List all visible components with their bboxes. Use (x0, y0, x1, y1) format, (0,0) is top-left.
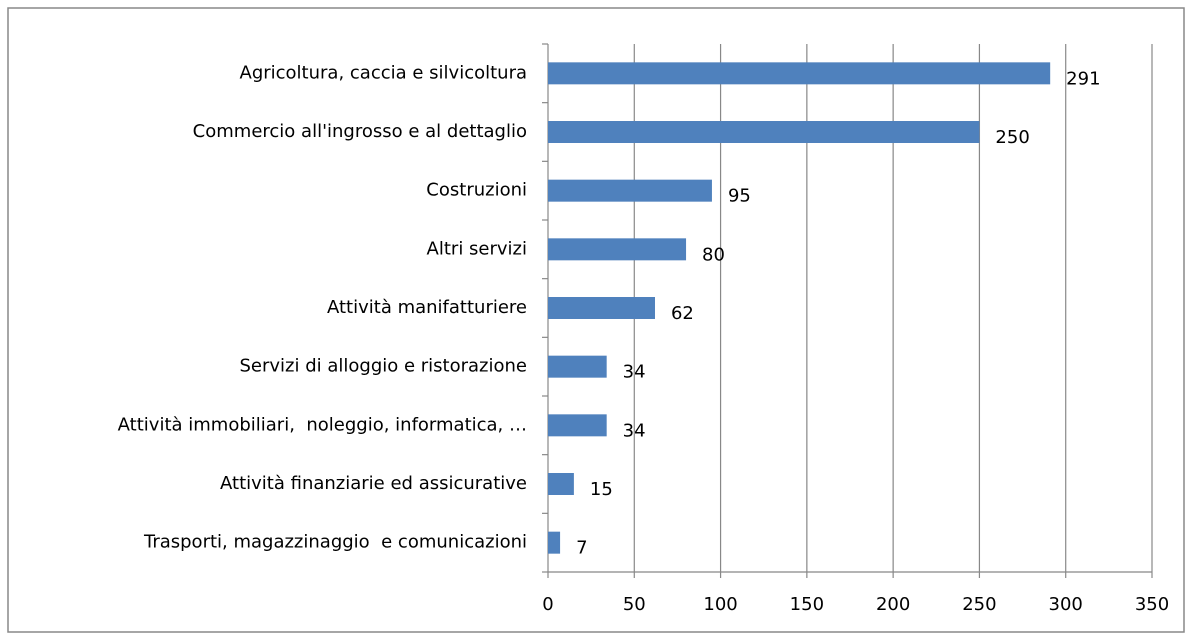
value-label: 7 (576, 538, 587, 559)
bar (548, 297, 655, 319)
x-tick-label: 150 (790, 594, 824, 615)
value-label: 15 (590, 479, 613, 500)
y-tick-label: Altri servizi (427, 238, 527, 259)
x-tick-label: 100 (703, 594, 737, 615)
value-label: 34 (623, 420, 646, 441)
value-label: 62 (671, 303, 694, 324)
y-tick-label: Servizi di alloggio e ristorazione (239, 356, 527, 377)
value-label: 95 (728, 186, 751, 207)
value-label: 80 (702, 244, 725, 265)
x-tick-label: 350 (1135, 594, 1169, 615)
bar (548, 179, 712, 202)
x-tick-label: 200 (876, 594, 910, 615)
x-tick-label: 300 (1049, 594, 1083, 615)
y-tick-label: Costruzioni (426, 180, 527, 201)
bar (548, 121, 980, 143)
bar (548, 414, 607, 437)
y-tick-label: Agricoltura, caccia e silvicoltura (240, 62, 528, 83)
bar (548, 473, 574, 495)
value-label: 34 (623, 362, 646, 383)
x-tick-label: 0 (542, 594, 553, 615)
bar (548, 531, 561, 554)
bar (548, 355, 607, 378)
bar (548, 62, 1051, 85)
bar (548, 238, 687, 261)
value-label: 291 (1066, 68, 1100, 89)
y-tick-label: Attività finanziarie ed assicurative (220, 473, 527, 494)
y-tick-label: Trasporti, magazzinaggio e comunicazioni (143, 532, 527, 553)
y-tick-label: Commercio all'ingrosso e al dettaglio (193, 121, 527, 142)
x-tick-label: 250 (962, 594, 996, 615)
y-tick-label: Attività immobiliari, noleggio, informat… (118, 414, 527, 435)
chart-frame (7, 7, 1185, 633)
value-label: 250 (995, 127, 1029, 148)
x-tick-label: 50 (623, 594, 646, 615)
y-tick-label: Attività manifatturiere (327, 297, 527, 318)
